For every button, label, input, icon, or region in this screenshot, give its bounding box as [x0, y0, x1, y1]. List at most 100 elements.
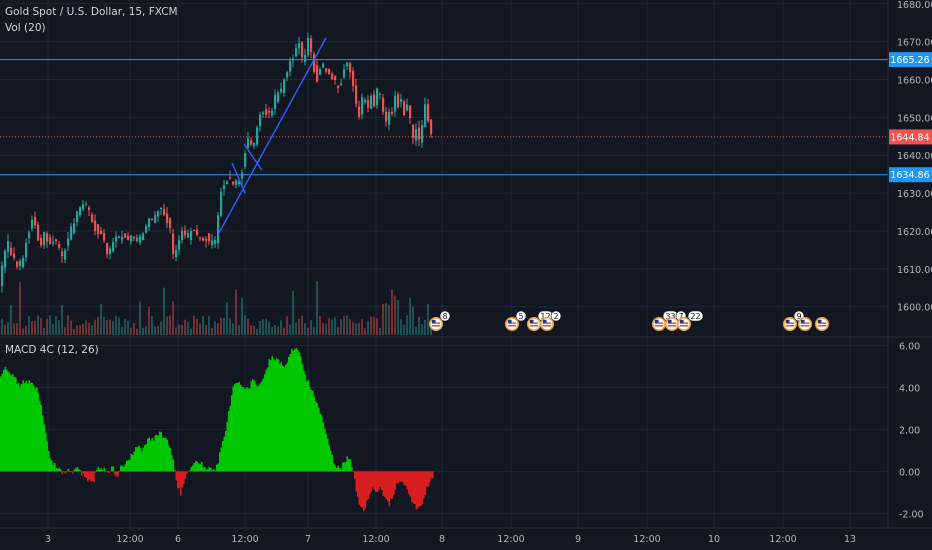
macd-histogram-bar — [6, 369, 8, 472]
macd-histogram-bar — [18, 382, 20, 472]
volume-bar — [292, 290, 294, 335]
trend-line[interactable] — [217, 37, 327, 236]
macd-histogram-bar — [201, 462, 203, 472]
macd-histogram-bar — [307, 379, 310, 472]
macd-histogram-bar — [388, 471, 391, 507]
volume-bar — [238, 325, 240, 335]
candle-body — [352, 70, 355, 87]
event-marker[interactable]: 5 — [505, 310, 527, 331]
macd-histogram-bar — [1, 373, 4, 472]
macd-histogram-bar — [403, 471, 406, 486]
event-count-label[interactable]: 12 — [540, 312, 550, 321]
macd-histogram-bar — [142, 447, 145, 472]
macd-histogram-bar — [273, 359, 275, 472]
volume-bar — [70, 320, 72, 335]
event-count-label[interactable]: 22 — [690, 312, 700, 321]
event-count-label[interactable]: 9 — [796, 312, 801, 321]
volume-bar — [358, 322, 360, 335]
event-count-badge[interactable] — [439, 310, 451, 322]
volume-bar — [262, 319, 264, 335]
candle-body — [244, 153, 247, 167]
macd-histogram-bar — [402, 471, 404, 482]
candle-body — [379, 93, 382, 95]
price-tick-label: 1650.00 — [897, 113, 932, 124]
volume-bar — [91, 325, 93, 335]
macd-histogram-bar — [321, 415, 323, 472]
macd-histogram-bar — [367, 471, 370, 499]
event-count-label[interactable]: 8 — [442, 312, 447, 321]
event-marker[interactable]: 7 — [665, 310, 687, 331]
volume-bar — [145, 325, 147, 335]
event-count-badge[interactable] — [687, 310, 704, 322]
candle-body — [298, 43, 301, 49]
event-marker[interactable] — [815, 317, 829, 331]
candle-body — [19, 260, 22, 266]
event-marker[interactable] — [798, 317, 812, 331]
volume-bar — [193, 315, 195, 335]
macd-histogram-bar — [13, 377, 16, 472]
volume-bar — [394, 295, 396, 335]
macd-histogram-bar — [268, 359, 271, 472]
volume-bar — [298, 318, 300, 335]
macd-histogram-bar — [243, 387, 245, 472]
event-markers[interactable]: 8 5 12 2 33 7 22 9 — [429, 310, 829, 331]
candle-body — [289, 61, 292, 72]
candle-body — [79, 207, 82, 216]
event-marker[interactable]: 12 — [527, 310, 554, 331]
event-marker[interactable]: 8 — [429, 310, 451, 331]
macd-histogram-bar — [34, 388, 37, 472]
event-marker[interactable]: 2 — [540, 310, 562, 331]
macd-histogram-bar — [22, 380, 25, 472]
macd-histogram-bar — [99, 469, 101, 472]
volume-bar — [235, 289, 237, 335]
trend-line[interactable] — [231, 162, 246, 194]
volume-bar — [340, 319, 342, 335]
volume-bar — [214, 321, 216, 335]
macd-histogram-bar — [166, 439, 169, 472]
volume-bar — [196, 318, 198, 335]
trend-line[interactable] — [243, 143, 263, 171]
macd-histogram-bar — [406, 471, 409, 490]
macd-histogram-bar — [61, 471, 64, 474]
volume-bar — [82, 323, 84, 335]
candle-body — [58, 244, 61, 248]
candle-body — [229, 177, 232, 179]
event-count-badge[interactable] — [550, 310, 562, 322]
macd-histogram-bar — [325, 433, 328, 472]
event-count-label[interactable]: 5 — [518, 312, 523, 321]
macd-histogram-bar — [357, 471, 359, 497]
volume-bar — [286, 316, 288, 335]
macd-histogram-bar — [127, 460, 130, 472]
flag-stripe — [817, 322, 827, 324]
volume-bar — [85, 320, 87, 335]
volume-bar — [19, 282, 21, 335]
event-count-label[interactable]: 33 — [665, 312, 675, 321]
event-count-label[interactable]: 2 — [553, 312, 558, 321]
macd-histogram-bar — [150, 440, 152, 472]
flag-stripe — [800, 325, 810, 327]
volume-bar — [331, 319, 333, 335]
candle-body — [358, 106, 361, 117]
event-marker[interactable]: 22 — [677, 310, 704, 331]
time-tick-label: 6 — [175, 534, 181, 545]
event-count-label[interactable]: 7 — [678, 312, 683, 321]
volume-bar — [130, 327, 132, 335]
candle-body — [103, 233, 106, 241]
macd-histogram-bar — [373, 471, 376, 491]
macd-histogram-bar — [303, 370, 305, 472]
candle-body — [295, 48, 298, 57]
volume-bar — [163, 287, 165, 335]
macd-histogram-bar — [78, 468, 80, 472]
candle-body — [307, 38, 310, 56]
macd-histogram-bar — [318, 408, 320, 472]
candle-body — [238, 181, 241, 185]
event-marker[interactable]: 33 — [652, 310, 679, 331]
volume-bar — [121, 326, 123, 335]
event-count-badge[interactable] — [515, 310, 527, 322]
lower-level-price-label-box — [889, 167, 932, 183]
volume-bar — [67, 315, 69, 335]
candle-body — [193, 230, 196, 232]
macd-histogram-bar — [220, 447, 223, 472]
volume-bar — [427, 304, 429, 335]
candle-body — [316, 65, 319, 82]
